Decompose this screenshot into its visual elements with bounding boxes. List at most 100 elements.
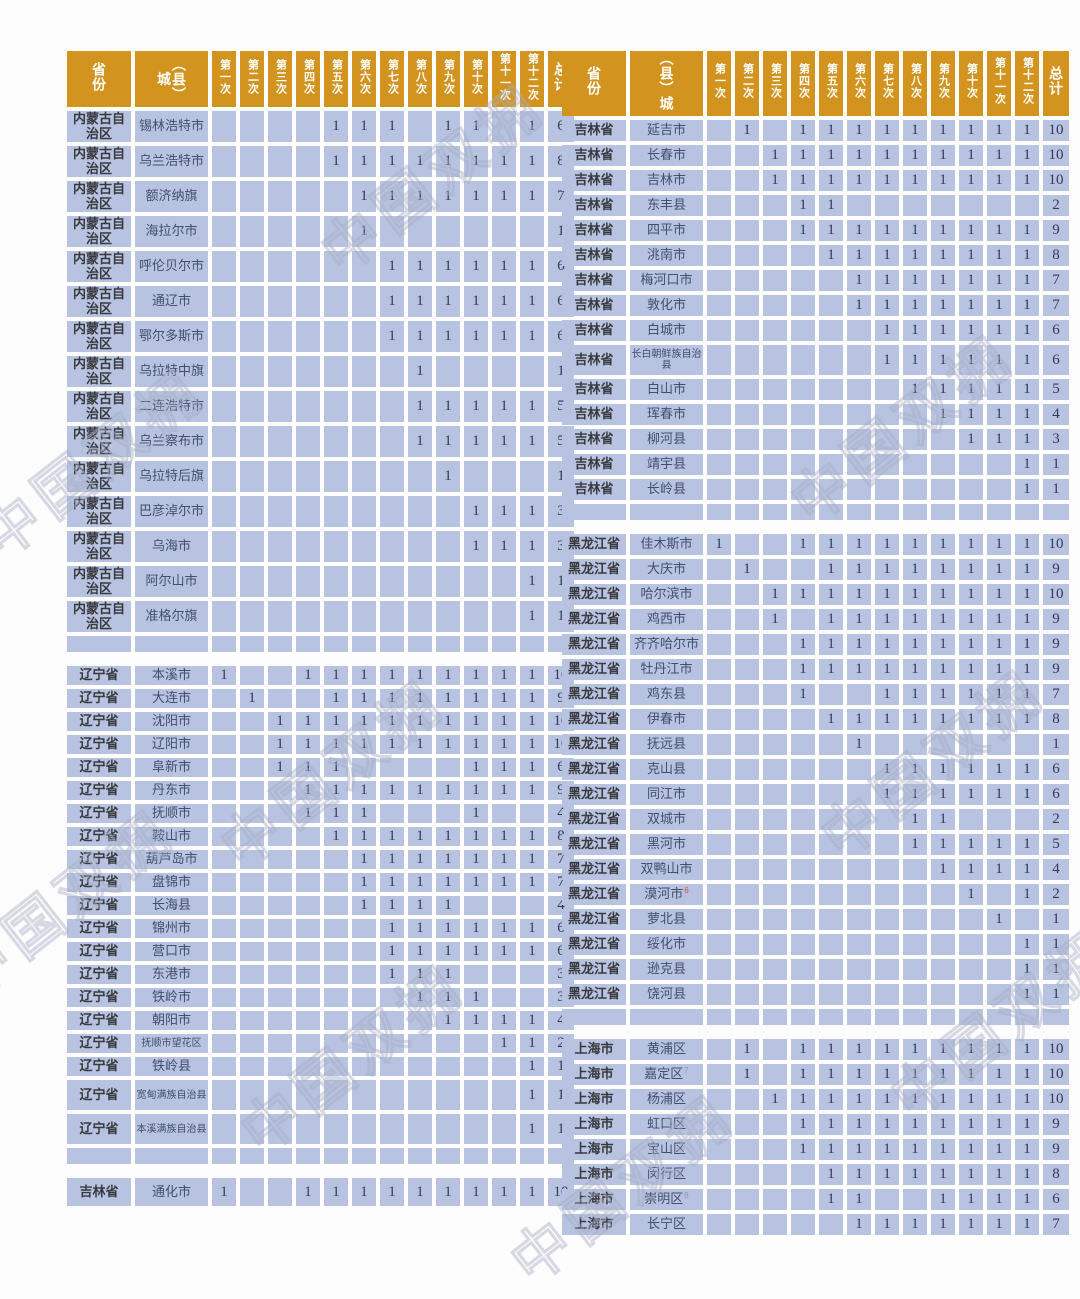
mark-cell-round-6: 1 bbox=[352, 111, 376, 142]
mark-cell-round-4 bbox=[791, 609, 815, 630]
table-row: 黑龙江省 佳木斯市 1 1 1 1 1 1 1 1 1 1 10 bbox=[562, 534, 1069, 555]
mark-cell-round-12: 1 bbox=[520, 391, 544, 422]
province-cell: 黑龙江省 bbox=[562, 659, 626, 680]
mark-cell-round-10: 1 bbox=[464, 146, 488, 177]
mark-cell-round-9: 1 bbox=[931, 809, 955, 830]
mark-cell-round-7: 1 bbox=[380, 1178, 404, 1206]
mark-cell-round-6: 1 bbox=[847, 220, 871, 241]
mark-cell-round-7: 1 bbox=[875, 1214, 899, 1235]
mark-cell-round-2 bbox=[735, 634, 759, 655]
mark-cell-round-9: 1 bbox=[931, 784, 955, 805]
table-row: 辽宁省 本溪市 1 1 1 1 1 1 1 1 1 1 10 bbox=[67, 666, 574, 685]
mark-cell-round-10 bbox=[959, 984, 983, 1005]
mark-cell-round-8: 1 bbox=[903, 345, 927, 375]
mark-cell-round-11: 1 bbox=[987, 559, 1011, 580]
mark-cell-round-7: 1 bbox=[380, 781, 404, 800]
mark-cell-round-7 bbox=[875, 834, 899, 855]
mark-cell-round-6 bbox=[352, 1034, 376, 1053]
mark-cell-round-5 bbox=[324, 356, 348, 387]
table-row: 内蒙古自治区 鄂尔多斯市 1 1 1 1 1 1 6 bbox=[67, 321, 574, 352]
mark-cell-round-8 bbox=[408, 496, 432, 527]
mark-cell-round-11 bbox=[987, 884, 1011, 905]
mark-cell-round-4 bbox=[791, 1164, 815, 1185]
mark-cell-round-11 bbox=[987, 195, 1011, 216]
mark-cell-round-12: 1 bbox=[1015, 220, 1039, 241]
mark-cell-round-6: 1 bbox=[847, 659, 871, 680]
mark-cell-round-12: 1 bbox=[520, 689, 544, 708]
mark-cell-round-6: 1 bbox=[847, 1189, 871, 1210]
city-name: 葫芦岛市 bbox=[145, 851, 198, 867]
table-row: 辽宁省 铁岭市 1 1 1 3 bbox=[67, 988, 574, 1007]
mark-cell-round-11: 1 bbox=[987, 659, 1011, 680]
city-name: 靖宇县 bbox=[646, 456, 686, 472]
city-name: 丹东市 bbox=[151, 782, 191, 798]
col-header-round-8: 第八次 bbox=[408, 51, 432, 107]
col-header-round-12: 第十二次 bbox=[520, 51, 544, 107]
table-row: 黑龙江省 鸡西市 1 1 1 1 1 1 1 1 1 9 bbox=[562, 609, 1069, 630]
province-cell: 辽宁省 bbox=[67, 827, 131, 846]
city-name: 鄂尔多斯市 bbox=[138, 328, 204, 344]
city-cell: 漠河市6 bbox=[630, 884, 703, 905]
province-cell: 辽宁省 bbox=[67, 735, 131, 754]
mark-cell-round-4 bbox=[791, 809, 815, 830]
mark-cell-round-8 bbox=[903, 404, 927, 425]
province-cell: 吉林省 bbox=[562, 120, 626, 141]
mark-cell-round-2 bbox=[240, 356, 264, 387]
mark-cell-round-11: 1 bbox=[492, 251, 516, 282]
total-cell: 2 bbox=[1043, 884, 1069, 905]
mark-cell-round-1 bbox=[212, 873, 236, 892]
mark-cell-round-3 bbox=[763, 534, 787, 555]
mark-cell-round-1 bbox=[707, 609, 731, 630]
mark-cell-round-4 bbox=[791, 859, 815, 880]
round-label: 第九次 bbox=[442, 58, 455, 95]
mark-cell-round-3 bbox=[763, 959, 787, 980]
mark-cell-round-3 bbox=[763, 1189, 787, 1210]
mark-cell-round-2 bbox=[735, 195, 759, 216]
mark-cell-round-6 bbox=[847, 404, 871, 425]
province-cell: 吉林省 bbox=[562, 220, 626, 241]
mark-cell-round-5: 1 bbox=[324, 146, 348, 177]
mark-cell-round-9: 1 bbox=[931, 320, 955, 341]
mark-cell-round-2 bbox=[240, 1114, 264, 1144]
city-cell: 洮南市 bbox=[630, 245, 703, 266]
mark-cell-round-4: 1 bbox=[296, 1178, 320, 1206]
mark-cell-round-5: 1 bbox=[324, 666, 348, 685]
mark-cell-round-7: 1 bbox=[875, 634, 899, 655]
mark-cell-round-6: 1 bbox=[352, 689, 376, 708]
page: { "watermark": { "text": "中国双拥" }, "colo… bbox=[0, 51, 1080, 1297]
mark-cell-round-7 bbox=[380, 804, 404, 823]
mark-cell-round-11: 1 bbox=[987, 1139, 1011, 1160]
city-cell: 乌兰察布市 bbox=[135, 426, 208, 457]
mark-cell-round-10: 1 bbox=[959, 245, 983, 266]
mark-cell-round-11 bbox=[492, 896, 516, 915]
mark-cell-round-11 bbox=[492, 1114, 516, 1144]
mark-cell-round-6 bbox=[352, 321, 376, 352]
mark-cell-round-6: 1 bbox=[847, 170, 871, 191]
mark-cell-round-4: 1 bbox=[791, 170, 815, 191]
mark-cell-round-1 bbox=[212, 827, 236, 846]
table-row: 吉林省 吉林市 1 1 1 1 1 1 1 1 1 1 10 bbox=[562, 170, 1069, 191]
province-cell: 内蒙古自治区 bbox=[67, 321, 131, 352]
city-cell: 锦州市 bbox=[135, 919, 208, 938]
mark-cell-round-4: 1 bbox=[296, 758, 320, 777]
mark-cell-round-7: 1 bbox=[875, 145, 899, 166]
mark-cell-round-12: 1 bbox=[1015, 834, 1039, 855]
table-row: 辽宁省 朝阳市 1 1 1 1 4 bbox=[67, 1011, 574, 1030]
mark-cell-round-6 bbox=[352, 566, 376, 597]
mark-cell-round-2 bbox=[735, 454, 759, 475]
mark-cell-round-12: 1 bbox=[1015, 784, 1039, 805]
province-cell: 内蒙古自治区 bbox=[67, 356, 131, 387]
province-cell: 上海市 bbox=[562, 1139, 626, 1160]
city-cell: 宽甸满族自治县 bbox=[135, 1080, 208, 1110]
mark-cell-round-10: 1 bbox=[959, 145, 983, 166]
mark-cell-round-9: 1 bbox=[931, 534, 955, 555]
province-cell: 辽宁省 bbox=[67, 689, 131, 708]
mark-cell-round-1 bbox=[707, 170, 731, 191]
mark-cell-round-8: 1 bbox=[408, 666, 432, 685]
mark-cell-round-7: 1 bbox=[875, 1064, 899, 1085]
table-row: 辽宁省 锦州市 1 1 1 1 1 1 6 bbox=[67, 919, 574, 938]
mark-cell-round-4 bbox=[791, 1189, 815, 1210]
mark-cell-round-8 bbox=[408, 216, 432, 247]
mark-cell-round-10 bbox=[464, 1080, 488, 1110]
mark-cell-round-2 bbox=[240, 1080, 264, 1110]
